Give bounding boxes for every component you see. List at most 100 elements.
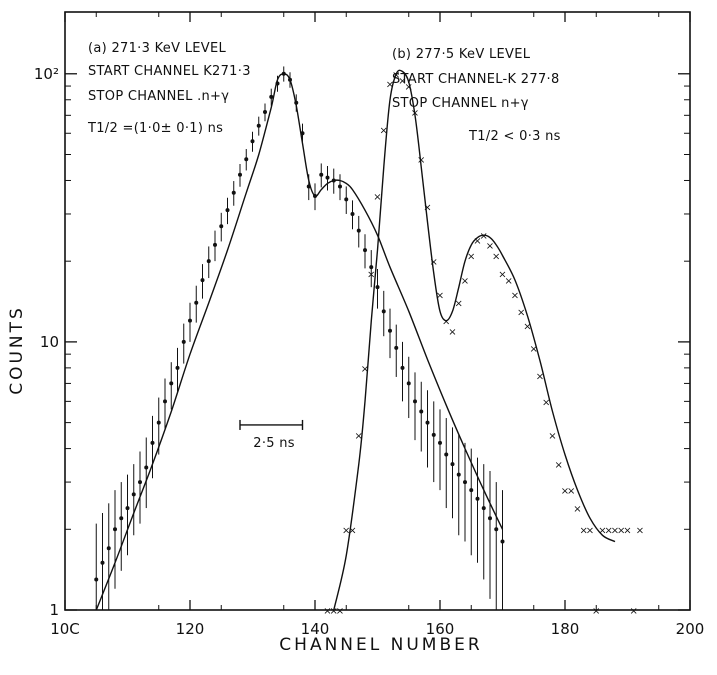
data-point-a	[356, 228, 361, 233]
data-point-a	[163, 399, 167, 404]
data-point-a	[444, 452, 449, 457]
data-point-b: ×	[336, 606, 344, 617]
data-point-a	[388, 328, 392, 333]
data-point-b: ×	[530, 344, 538, 355]
annotation-a-stop: STOP CHANNEL .n+γ	[88, 89, 229, 104]
data-point-b: ×	[523, 322, 531, 333]
data-point-a	[231, 190, 236, 195]
y-tick-label: 10	[40, 333, 59, 351]
data-point-a	[419, 409, 424, 414]
data-point-a	[213, 242, 217, 247]
data-point-a	[488, 516, 492, 521]
plot-frame	[64, 11, 691, 611]
data-point-b: ×	[417, 155, 425, 166]
data-point-a	[294, 100, 299, 105]
data-point-b: ×	[398, 76, 406, 87]
scale-bar-label: 2·5 ns	[253, 436, 295, 451]
data-point-b: ×	[548, 431, 556, 442]
data-point-b: ×	[505, 276, 513, 287]
data-point-a	[113, 527, 117, 532]
data-point-a	[119, 516, 124, 521]
data-point-a	[275, 81, 280, 86]
data-point-a	[263, 110, 267, 115]
data-point-a	[338, 184, 342, 189]
data-point-a	[313, 194, 317, 199]
data-point-a	[331, 178, 336, 183]
data-point-a	[438, 440, 442, 445]
fit-curve-a	[95, 73, 504, 611]
data-point-b: ×	[342, 525, 350, 536]
annotation-b-stop: STOP CHANNEL n+γ	[392, 96, 529, 111]
annotation-b-half-life: T1/2 < 0·3 ns	[468, 129, 561, 144]
data-point-b: ×	[586, 525, 594, 536]
data-point-b: ×	[630, 606, 638, 617]
data-point-a	[494, 527, 499, 532]
x-tick-label: 120	[176, 620, 205, 638]
data-point-b: ×	[455, 299, 463, 310]
data-point-a	[206, 259, 211, 264]
data-point-a	[131, 492, 136, 497]
data-point-b: ×	[467, 252, 475, 263]
data-point-b: ×	[480, 231, 488, 242]
data-point-b: ×	[486, 241, 494, 252]
data-point-b: ×	[405, 82, 413, 93]
data-point-a	[413, 399, 417, 404]
data-point-b: ×	[605, 525, 613, 536]
data-point-b: ×	[573, 504, 581, 515]
data-point-a	[256, 123, 261, 128]
x-axis-title: CHANNEL NUMBER	[279, 635, 482, 655]
data-point-a	[469, 488, 474, 493]
x-tick-label: 160	[426, 620, 455, 638]
data-point-a	[394, 345, 399, 350]
data-point-a	[450, 462, 455, 467]
x-tick-label: 140	[301, 620, 330, 638]
data-point-a	[375, 285, 380, 290]
data-point-a	[175, 365, 180, 370]
data-point-b: ×	[511, 291, 519, 302]
data-point-b: ×	[561, 486, 569, 497]
data-point-a	[194, 300, 199, 305]
data-point-b: ×	[536, 371, 544, 382]
y-tick-label: 1	[49, 601, 59, 619]
data-point-a	[106, 546, 111, 551]
data-point-b: ×	[636, 525, 644, 536]
data-point-a	[319, 172, 324, 177]
annotation-a-start: START CHANNEL K271·3	[88, 64, 251, 79]
data-point-b: ×	[436, 291, 444, 302]
data-point-a	[250, 139, 255, 144]
data-point-a	[381, 309, 386, 314]
data-point-a	[500, 539, 505, 544]
data-point-a	[344, 197, 349, 202]
data-point-b: ×	[473, 236, 481, 247]
data-point-a	[475, 496, 480, 501]
annotation-a-half-life: T1/2 =(1·0± 0·1) ns	[87, 121, 223, 136]
data-point-b: ×	[361, 364, 369, 375]
data-point-b: ×	[555, 460, 563, 471]
x-tick-label: 180	[551, 620, 580, 638]
data-point-b: ×	[430, 257, 438, 268]
data-point-b: ×	[611, 525, 619, 536]
data-point-a	[188, 318, 192, 323]
data-point-a	[125, 506, 130, 511]
data-point-a	[431, 432, 436, 437]
data-point-b: ×	[448, 327, 456, 338]
data-point-b: ×	[392, 70, 400, 81]
data-point-b: ×	[330, 606, 338, 617]
data-point-a	[325, 175, 330, 180]
data-point-a	[94, 577, 99, 582]
data-point-b: ×	[542, 397, 550, 408]
data-point-b: ×	[580, 525, 588, 536]
y-axis-title: COUNTS	[7, 305, 27, 395]
y-tick-label: 10²	[34, 65, 59, 83]
data-point-b: ×	[380, 125, 388, 136]
data-point-a	[306, 184, 311, 189]
data-point-b: ×	[598, 525, 606, 536]
x-tick-label: 200	[676, 620, 705, 638]
data-point-b: ×	[423, 202, 431, 213]
data-point-b: ×	[592, 606, 600, 617]
data-point-a	[138, 480, 142, 485]
data-point-b: ×	[323, 606, 331, 617]
fit-curve-b	[333, 69, 616, 611]
data-point-b: ×	[567, 486, 575, 497]
